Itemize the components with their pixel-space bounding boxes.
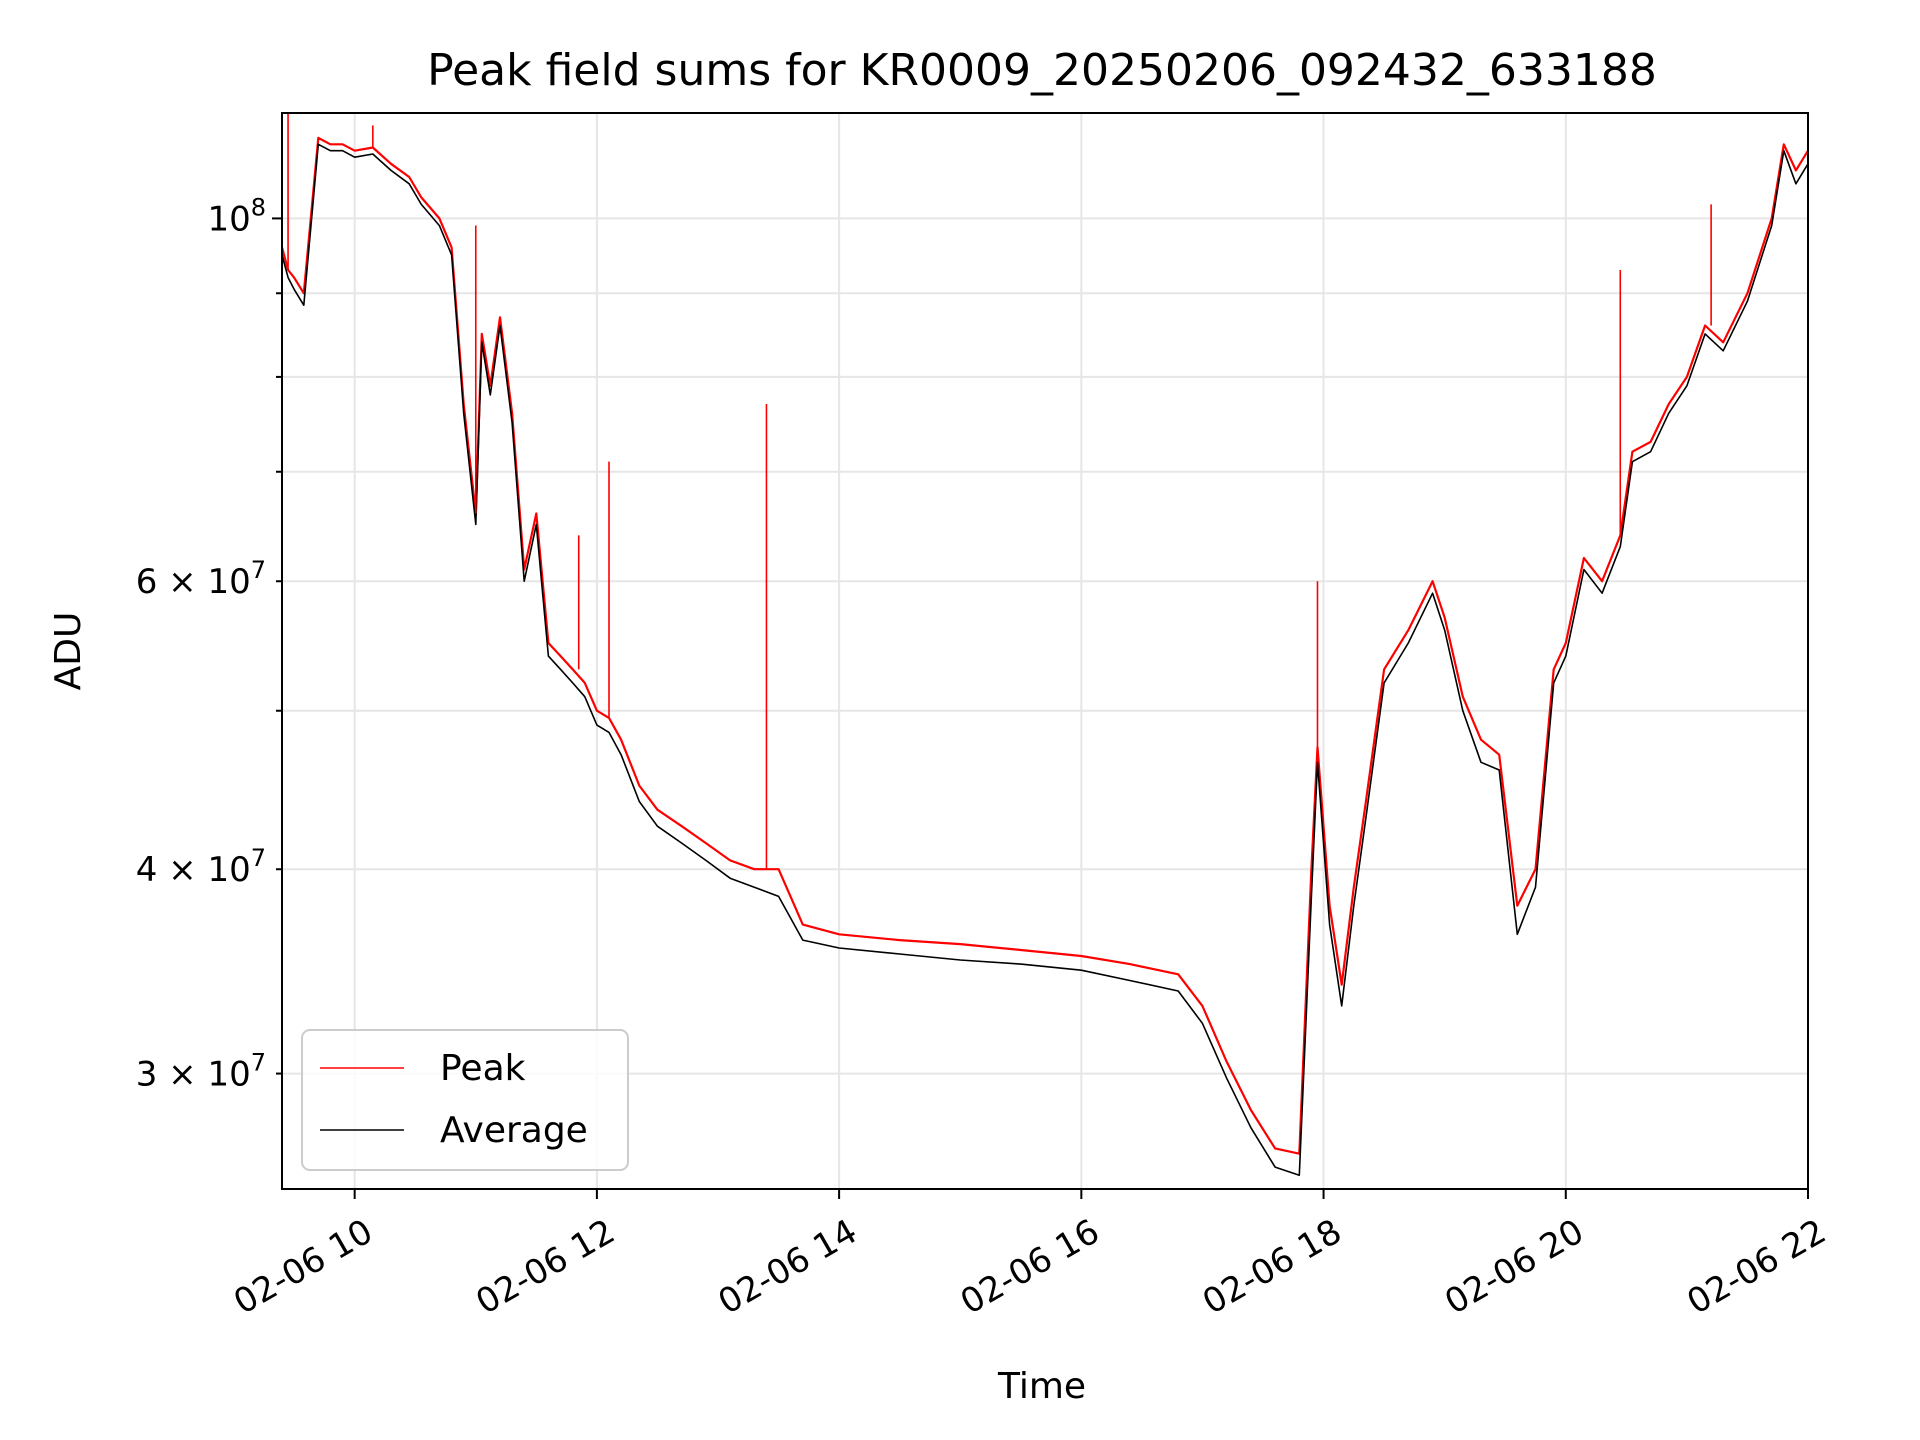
- y-tick-label-base: 10: [207, 199, 250, 239]
- y-tick-label: 6 × 107: [136, 556, 266, 602]
- legend: Peak Average: [301, 1029, 629, 1171]
- legend-label-peak: Peak: [440, 1048, 526, 1089]
- y-tick-label: 4 × 107: [136, 844, 266, 890]
- y-tick-label-exponent: 7: [251, 1049, 266, 1077]
- series-line-average: [282, 143, 1808, 1176]
- series-layer: [282, 113, 1808, 1176]
- y-tick-label-exponent: 8: [251, 193, 266, 221]
- y-axis-label: ADU: [48, 612, 89, 691]
- y-tick-label-base: 3 × 10: [136, 1055, 251, 1095]
- y-tick-label-base: 6 × 10: [136, 562, 251, 602]
- legend-box: [301, 1029, 629, 1171]
- chart-title: Peak field sums for KR0009_20250206_0924…: [427, 45, 1657, 96]
- y-tick-label: 108: [207, 193, 266, 239]
- series-group: [282, 113, 1808, 1176]
- legend-label-average: Average: [440, 1110, 588, 1151]
- y-tick-label: 3 × 107: [136, 1049, 266, 1095]
- y-tick-label-exponent: 7: [251, 844, 266, 872]
- y-tick-label-exponent: 7: [251, 556, 266, 584]
- y-tick-label-base: 4 × 10: [136, 850, 251, 890]
- plot-frame: [281, 112, 1809, 1190]
- x-axis-label: Time: [997, 1366, 1086, 1407]
